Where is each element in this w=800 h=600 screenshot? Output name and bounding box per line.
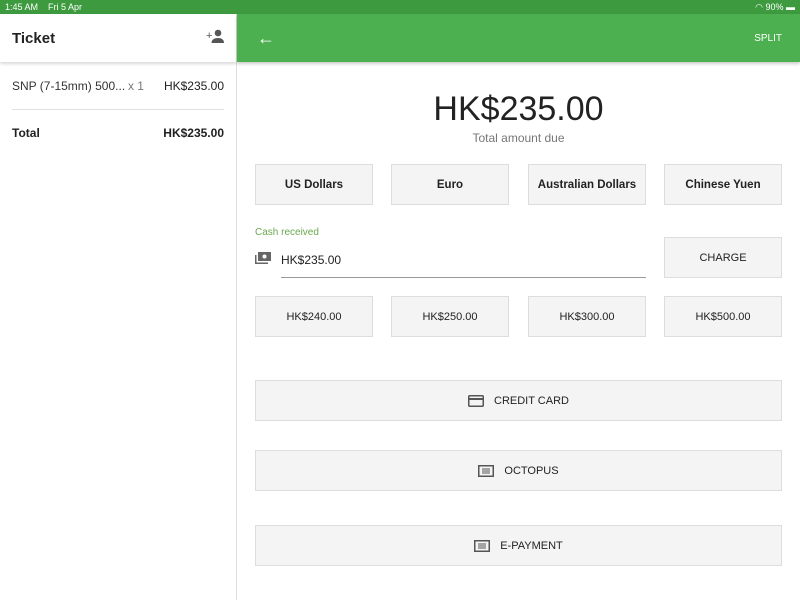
ticket-total: Total HK$235.00 <box>12 110 224 156</box>
receipt-icon <box>474 539 491 552</box>
wifi-icon: ◠ <box>755 1 766 12</box>
ticket-item[interactable]: SNP (7-15mm) 500... x 1 HK$235.00 <box>12 62 224 110</box>
payment-panel: ← SPLIT HK$235.00 Total amount due US Dol… <box>237 14 800 600</box>
split-button[interactable]: SPLIT <box>754 32 782 44</box>
item-name: SNP (7-15mm) 500... <box>12 78 126 93</box>
quick-amount-500-button[interactable]: HK$500.00 <box>664 296 782 337</box>
credit-card-button[interactable]: CREDIT CARD <box>255 380 782 421</box>
back-arrow-icon[interactable]: ← <box>257 27 275 48</box>
item-price: HK$235.00 <box>163 78 224 93</box>
battery: 90% <box>765 1 784 12</box>
receipt-icon <box>478 464 495 477</box>
octopus-button[interactable]: OCTOPUS <box>255 450 782 491</box>
quick-amount-300-button[interactable]: HK$300.00 <box>528 296 646 337</box>
currency-aud-button[interactable]: Australian Dollars <box>528 164 646 205</box>
quick-amount-240-button[interactable]: HK$240.00 <box>255 296 373 337</box>
credit-card-icon <box>468 394 484 407</box>
currency-usd-button[interactable]: US Dollars <box>255 164 373 205</box>
svg-text:+: + <box>206 30 212 42</box>
status-bar: 1:45 AM Fri 5 Apr ◠ 90% ▬ <box>0 0 800 14</box>
ticket-panel: Ticket + SNP (7-15mm) 500... x 1 HK$235.00… <box>0 14 237 600</box>
octopus-label: OCTOPUS <box>504 464 559 477</box>
battery-icon: ▬ <box>786 1 795 12</box>
add-customer-icon[interactable]: + <box>206 29 224 48</box>
total-amount-label: Total amount due <box>472 131 565 145</box>
e-payment-label: E-PAYMENT <box>500 539 563 552</box>
cash-received-input[interactable]: HK$235.00 <box>281 246 646 278</box>
cash-received-label: Cash received <box>255 227 319 238</box>
charge-button[interactable]: CHARGE <box>664 237 782 278</box>
total-label: Total <box>12 126 40 140</box>
e-payment-button[interactable]: E-PAYMENT <box>255 525 782 566</box>
time: 1:45 AM <box>5 2 39 12</box>
total-amount: HK$235.00 <box>433 90 604 128</box>
total-value: HK$235.00 <box>163 126 224 140</box>
currency-eur-button[interactable]: Euro <box>391 164 509 205</box>
date: Fri 5 Apr <box>48 2 83 12</box>
item-qty: x 1 <box>127 78 144 93</box>
credit-card-label: CREDIT CARD <box>494 394 569 407</box>
cash-icon <box>255 251 271 269</box>
ticket-title: Ticket <box>12 29 56 47</box>
currency-cny-button[interactable]: Chinese Yuen <box>664 164 782 205</box>
quick-amount-250-button[interactable]: HK$250.00 <box>391 296 509 337</box>
